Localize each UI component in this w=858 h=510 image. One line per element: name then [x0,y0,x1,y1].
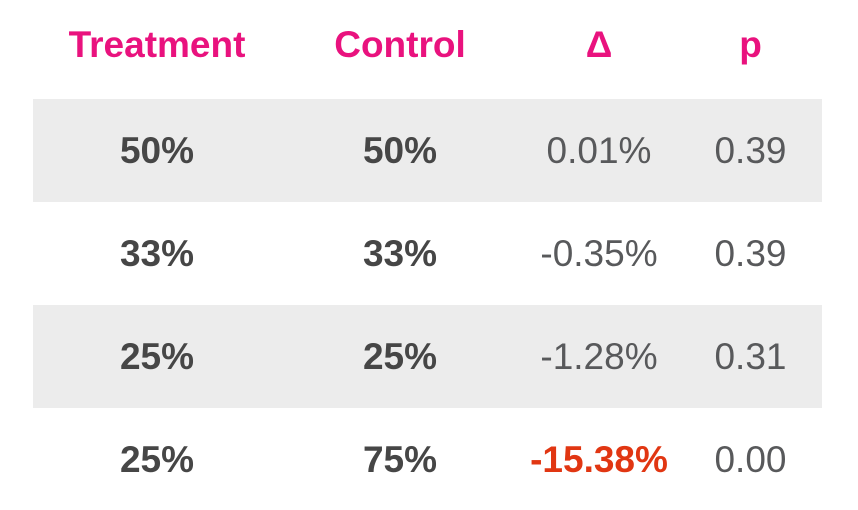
cell-treatment: 25% [33,305,281,408]
cell-delta-highlight: -15.38% [530,439,668,480]
cell-p: 0.39 [714,233,787,274]
cell-delta: 0.01% [519,99,679,202]
cell-control: 33% [362,233,438,274]
table-row: 25% 75% -15.38% 0.00 [33,408,822,510]
cell-control: 75% [362,439,438,480]
table-row: 50% 50% 0.01% 0.39 [33,99,822,202]
cell-delta: -0.35% [540,233,658,274]
cell-treatment: 25% [119,439,195,480]
cell-delta: -1.28% [519,305,679,408]
header-row: Treatment Control Δ p [33,0,822,99]
cell-p: 0.39 [679,99,822,202]
cell-p: 0.00 [714,439,787,480]
table-row: 33% 33% -0.35% 0.39 [33,202,822,305]
cell-treatment: 33% [119,233,195,274]
table-header: Treatment Control Δ p [33,0,822,99]
column-header-treatment: Treatment [33,0,281,99]
ab-test-results-table: Treatment Control Δ p 50% 50% 0.01% 0.39… [33,0,822,510]
cell-control: 50% [281,99,519,202]
cell-treatment: 50% [33,99,281,202]
cell-control: 25% [281,305,519,408]
table-row: 25% 25% -1.28% 0.31 [33,305,822,408]
column-header-delta: Δ [519,0,679,99]
column-header-p: p [679,0,822,99]
table-body: 50% 50% 0.01% 0.39 33% 33% -0.35% 0.39 2… [33,99,822,510]
column-header-control: Control [281,0,519,99]
cell-p: 0.31 [679,305,822,408]
